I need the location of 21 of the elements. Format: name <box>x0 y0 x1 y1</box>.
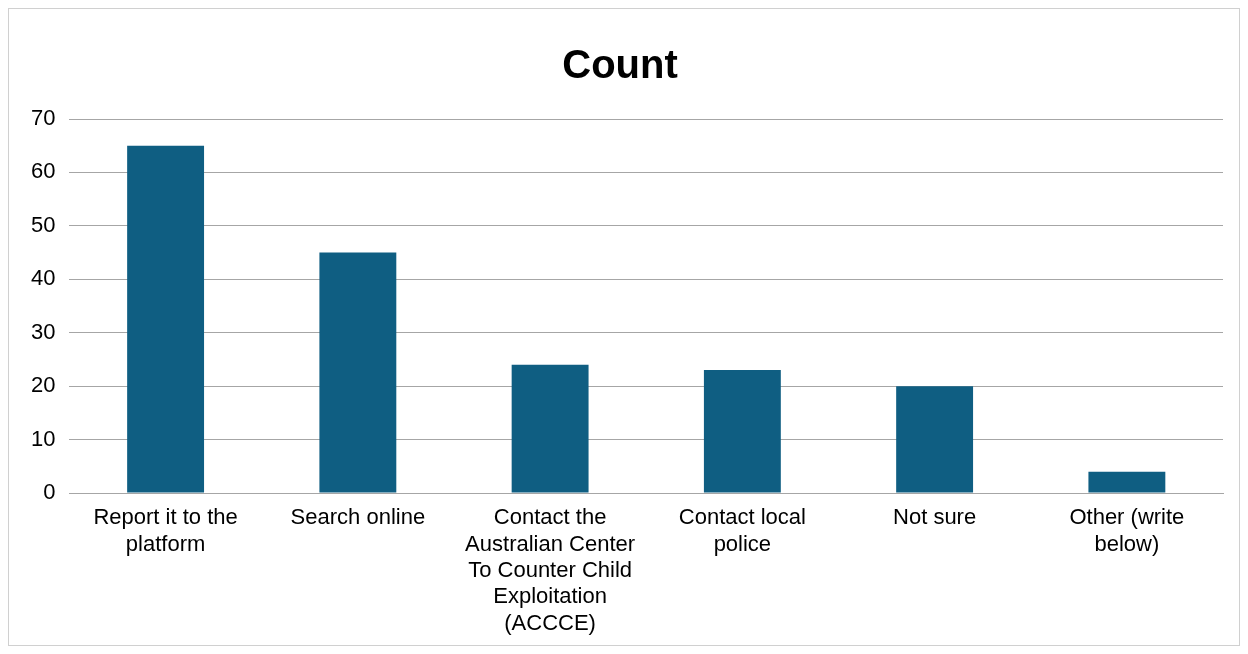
bar <box>511 364 589 493</box>
x-tick-label: Not sure <box>893 504 977 530</box>
bar <box>319 252 397 493</box>
chart-title: Count <box>562 42 678 87</box>
y-tick-label: 10 <box>30 425 56 451</box>
bar <box>703 370 781 493</box>
bar <box>127 145 205 493</box>
y-tick-label: 0 <box>43 479 56 505</box>
x-tick-label: Contact the Australian Center To Counter Child Exploitation (ACCCE) <box>465 504 636 635</box>
y-tick-label: 30 <box>30 318 56 344</box>
y-tick-label: 60 <box>30 158 56 184</box>
x-tick-label: Report it to the platform <box>93 504 238 556</box>
x-tick-label: Contact local police <box>678 504 806 556</box>
y-tick-label: 20 <box>30 372 56 398</box>
x-tick-label: Search online <box>290 504 426 530</box>
y-tick-label: 40 <box>30 265 56 291</box>
y-tick-label: 70 <box>30 105 56 131</box>
x-tick-label: Other (write below) <box>1069 504 1185 556</box>
y-tick-label: 50 <box>30 211 56 237</box>
bar <box>1088 471 1166 493</box>
bar <box>896 386 974 493</box>
